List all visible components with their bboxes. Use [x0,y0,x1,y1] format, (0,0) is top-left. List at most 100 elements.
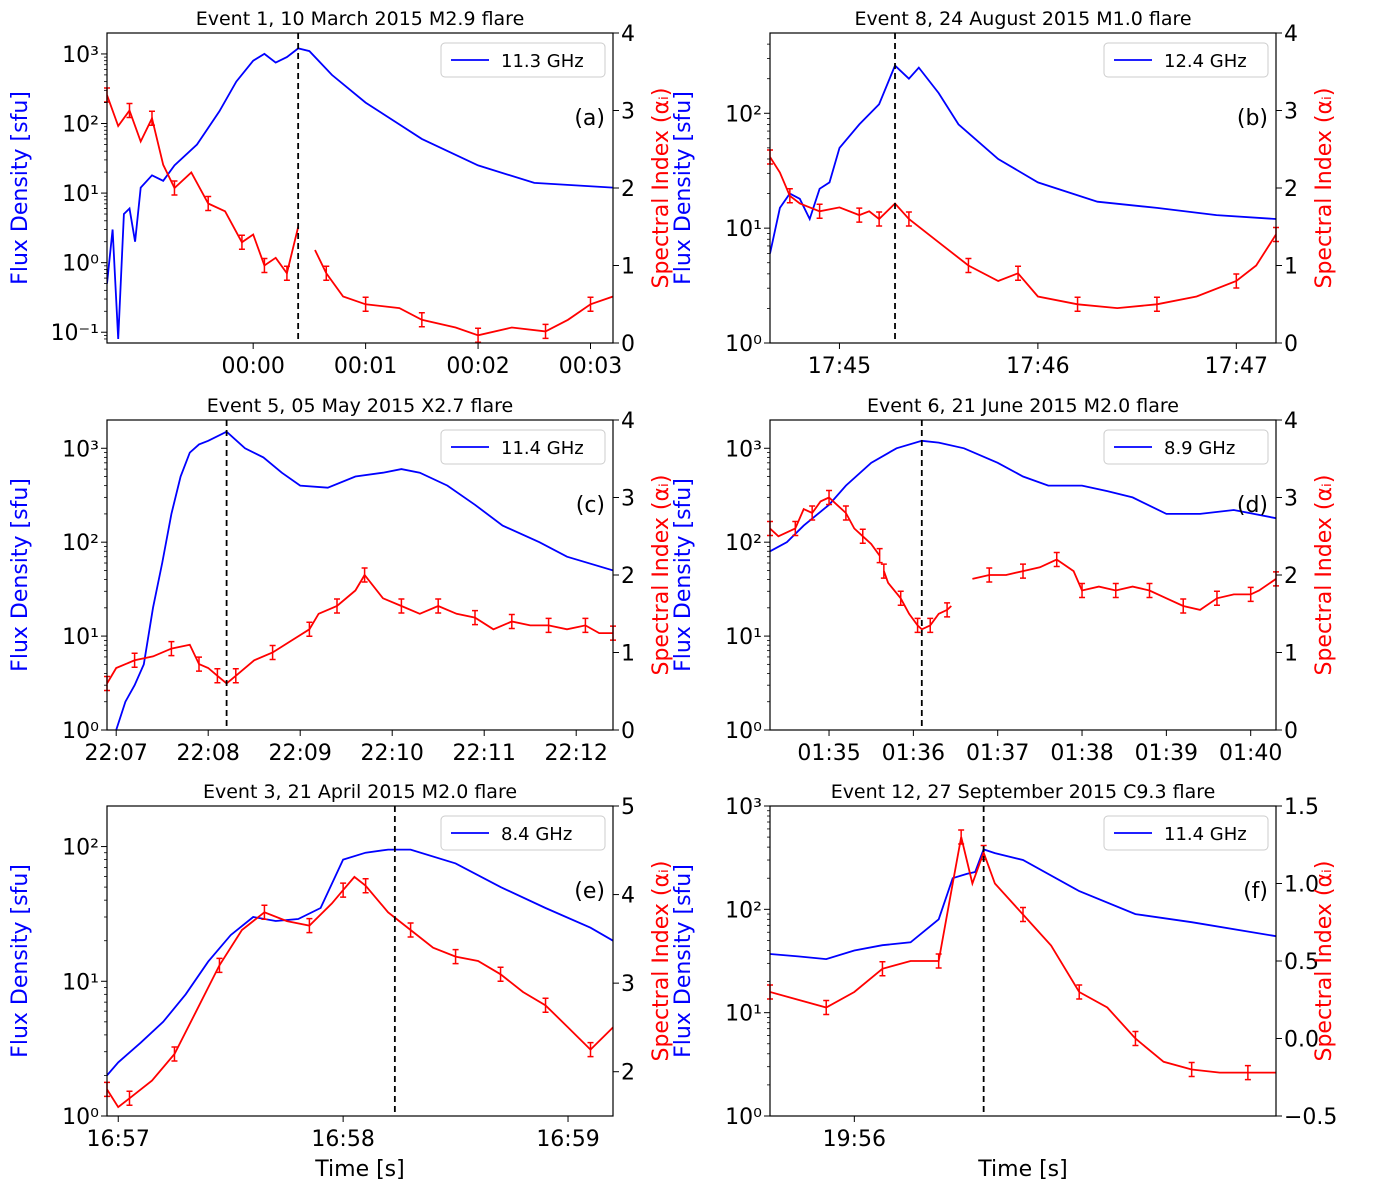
left-tick-label: 10⁰ [62,1105,99,1130]
error-bar [935,953,942,969]
flux-density-line [107,47,613,340]
left-tick-label: 10⁰ [725,1105,762,1130]
error-bar [1132,1030,1139,1047]
spectral-index-line [770,836,1276,1074]
error-bar [1053,551,1060,568]
right-tick-label: 0 [621,719,635,744]
error-bar [306,917,313,934]
left-tick-label: 10² [725,531,762,556]
panel-letter: (d) [1237,493,1268,518]
error-bar [542,323,549,340]
error-bar [905,211,912,227]
plot-frame [106,805,614,1117]
panel-letter: (c) [576,493,605,518]
right-tick-label: 4 [621,22,635,47]
error-bar [809,505,816,521]
error-bar [587,296,594,312]
spectral-index-line [770,156,1276,310]
right-tick-label: 0.5 [1284,950,1319,975]
left-tick-label: 10¹ [725,625,762,650]
error-bar [582,617,589,634]
chart-panel: 16:57 16:58 16:59 10⁰ 10¹ 10² 2 3 4 5 Event 3, 21 … [8,781,674,1152]
x-axis-label: Time [s] [977,1157,1067,1182]
error-bar [497,966,504,983]
error-bar [879,961,886,977]
y-axis-label-left: Flux Density [sfu] [8,91,33,285]
right-tick-label: 1 [621,255,635,280]
flux-density-line [770,848,1276,961]
error-bar [168,640,175,657]
chart-panel: 00:00 00:01 00:02 00:03 10⁻¹ 10⁰ 10¹ 10² 10³ 0 1 2 3… [8,8,674,379]
right-tick-label: 2 [1284,564,1298,589]
error-bar [897,590,904,606]
flux-density-line [115,430,613,730]
right-tick-label: 2 [1284,177,1298,202]
error-bar [958,829,965,845]
right-tick-label: 3 [621,100,635,125]
left-tick-label: 10⁰ [62,719,99,744]
left-tick-label: 10¹ [62,182,99,207]
y-axis-label-right: Spectral Index (αᵢ) [649,475,674,676]
x-tick-label: 16:58 [311,1127,374,1152]
error-bar [842,505,849,521]
flux-density-line [770,439,1276,553]
error-bar [856,207,863,223]
panel-title: Event 5, 05 May 2015 X2.7 flare [207,395,514,417]
x-tick-label: 17:47 [1205,354,1268,379]
y-axis-label-left: Flux Density [sfu] [671,478,696,672]
error-bar [587,1041,594,1058]
error-bar [334,598,340,614]
plot-frame [769,805,1277,1117]
left-tick-label: 10¹ [725,217,762,242]
error-bar [261,257,268,274]
left-tick-label: 10² [725,102,762,127]
x-tick-label: 00:02 [446,354,509,379]
error-bar [880,563,887,579]
error-bar [1020,563,1026,579]
panel-title: Event 1, 10 March 2015 M2.9 flare [196,8,525,30]
x-tick-label: 01:38 [1050,741,1113,766]
legend-box [1103,429,1269,465]
plot-frame [769,32,1277,344]
left-tick-label: 10³ [62,437,99,462]
left-tick-label: 10¹ [62,970,99,995]
right-tick-label: 1 [621,642,635,667]
error-bar [306,621,313,637]
right-tick-label: 0 [1284,719,1298,744]
y-axis-label-right: Spectral Index (αᵢ) [649,88,674,289]
x-tick-label: 17:45 [808,354,871,379]
error-bar [171,180,178,196]
legend-label: 12.4 GHz [1164,51,1247,72]
error-bar [816,203,823,219]
right-tick-label: 0.0 [1284,1028,1319,1053]
right-tick-label: −0.5 [1284,1105,1337,1130]
error-bar [283,265,290,281]
y-axis-label-right: Spectral Index (αᵢ) [1312,861,1337,1062]
right-tick-label: 1.0 [1284,873,1319,898]
x-tick-label: 16:57 [87,1127,150,1152]
error-bar [1015,265,1022,281]
y-axis-label-right: Spectral Index (αᵢ) [1312,475,1337,676]
error-bar [1079,582,1086,599]
error-bar [205,195,212,212]
x-tick-label: 16:59 [536,1127,599,1152]
panel-title: Event 3, 21 April 2015 M2.0 flare [203,781,517,803]
legend-box [1103,42,1269,78]
left-tick-label: 10² [62,531,99,556]
spectral-index-line [107,573,613,685]
right-tick-label: 1.5 [1284,795,1319,820]
right-tick-label: 4 [1284,409,1298,434]
error-bar [398,598,405,614]
right-tick-label: 0 [621,332,635,357]
error-bar [1213,590,1220,606]
x-tick-label: 01:35 [797,741,860,766]
error-bar [323,265,330,281]
left-tick-label: 10³ [62,43,99,68]
error-bar [927,617,934,634]
right-tick-label: 3 [1284,487,1298,512]
panel-title: Event 6, 21 June 2015 M2.0 flare [867,395,1179,417]
x-tick-label: 22:10 [360,741,423,766]
left-tick-label: 10⁰ [725,719,762,744]
legend-box [440,429,606,465]
x-tick-label: 01:36 [882,741,945,766]
